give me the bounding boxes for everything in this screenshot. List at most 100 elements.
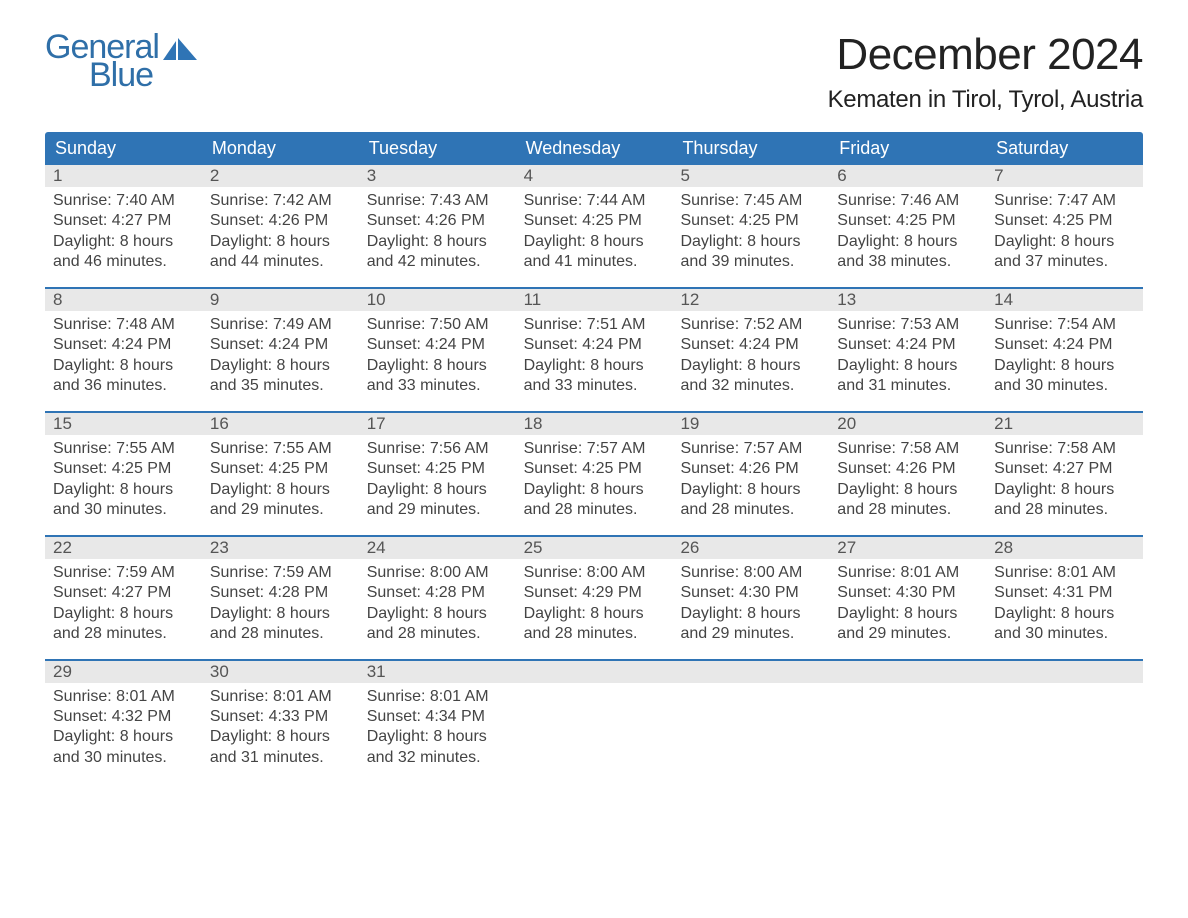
day-details: Sunrise: 7:55 AMSunset: 4:25 PMDaylight:… <box>202 435 359 535</box>
sunrise-text: Sunrise: 7:52 AM <box>680 315 821 335</box>
sunrise-text: Sunrise: 8:01 AM <box>994 563 1135 583</box>
sunset-text: Sunset: 4:25 PM <box>837 211 978 231</box>
daylight-line1: Daylight: 8 hours <box>53 480 194 500</box>
sunrise-text: Sunrise: 7:44 AM <box>524 191 665 211</box>
daylight-line1: Daylight: 8 hours <box>994 232 1135 252</box>
day-number: 28 <box>986 537 1143 559</box>
day-details: Sunrise: 7:44 AMSunset: 4:25 PMDaylight:… <box>516 187 673 287</box>
sunrise-text: Sunrise: 7:58 AM <box>837 439 978 459</box>
sunset-text: Sunset: 4:27 PM <box>53 211 194 231</box>
calendar-day: 15Sunrise: 7:55 AMSunset: 4:25 PMDayligh… <box>45 413 202 535</box>
calendar-week: 15Sunrise: 7:55 AMSunset: 4:25 PMDayligh… <box>45 411 1143 535</box>
sunset-text: Sunset: 4:25 PM <box>994 211 1135 231</box>
daylight-line2: and 35 minutes. <box>210 376 351 396</box>
daylight-line1: Daylight: 8 hours <box>680 604 821 624</box>
daylight-line1: Daylight: 8 hours <box>837 356 978 376</box>
day-details: Sunrise: 8:01 AMSunset: 4:30 PMDaylight:… <box>829 559 986 659</box>
day-number: 2 <box>202 165 359 187</box>
calendar-day: 28Sunrise: 8:01 AMSunset: 4:31 PMDayligh… <box>986 537 1143 659</box>
calendar-day: 17Sunrise: 7:56 AMSunset: 4:25 PMDayligh… <box>359 413 516 535</box>
sunrise-text: Sunrise: 8:00 AM <box>680 563 821 583</box>
day-details: Sunrise: 7:45 AMSunset: 4:25 PMDaylight:… <box>672 187 829 287</box>
calendar-day: 18Sunrise: 7:57 AMSunset: 4:25 PMDayligh… <box>516 413 673 535</box>
daylight-line1: Daylight: 8 hours <box>53 727 194 747</box>
weekday-header: Thursday <box>672 132 829 165</box>
daylight-line1: Daylight: 8 hours <box>524 480 665 500</box>
day-details: Sunrise: 7:50 AMSunset: 4:24 PMDaylight:… <box>359 311 516 411</box>
daylight-line2: and 30 minutes. <box>994 376 1135 396</box>
calendar-day: 22Sunrise: 7:59 AMSunset: 4:27 PMDayligh… <box>45 537 202 659</box>
day-details: Sunrise: 7:43 AMSunset: 4:26 PMDaylight:… <box>359 187 516 287</box>
day-number: 4 <box>516 165 673 187</box>
calendar-day: 13Sunrise: 7:53 AMSunset: 4:24 PMDayligh… <box>829 289 986 411</box>
day-details: Sunrise: 7:54 AMSunset: 4:24 PMDaylight:… <box>986 311 1143 411</box>
calendar-day: 29Sunrise: 8:01 AMSunset: 4:32 PMDayligh… <box>45 661 202 783</box>
daylight-line1: Daylight: 8 hours <box>994 480 1135 500</box>
calendar-day: 31Sunrise: 8:01 AMSunset: 4:34 PMDayligh… <box>359 661 516 783</box>
daylight-line1: Daylight: 8 hours <box>53 232 194 252</box>
sunset-text: Sunset: 4:24 PM <box>994 335 1135 355</box>
day-number: 19 <box>672 413 829 435</box>
generalblue-logo: General Blue <box>45 30 197 92</box>
day-number: 8 <box>45 289 202 311</box>
sunrise-text: Sunrise: 7:59 AM <box>53 563 194 583</box>
day-number: 25 <box>516 537 673 559</box>
day-details: Sunrise: 8:01 AMSunset: 4:31 PMDaylight:… <box>986 559 1143 659</box>
daylight-line2: and 37 minutes. <box>994 252 1135 272</box>
day-number: 3 <box>359 165 516 187</box>
weekday-header: Friday <box>829 132 986 165</box>
calendar-day: 3Sunrise: 7:43 AMSunset: 4:26 PMDaylight… <box>359 165 516 287</box>
day-number: 31 <box>359 661 516 683</box>
sunset-text: Sunset: 4:32 PM <box>53 707 194 727</box>
calendar-week: 22 Sunrise: 7:59 AMSunset: 4:27 PM Dayligh… <box>45 535 1143 659</box>
daylight-line2: and 28 minutes. <box>210 624 351 644</box>
day-number: 18 <box>516 413 673 435</box>
daylight-line1: Daylight: 8 hours <box>837 232 978 252</box>
sunset-text: Sunset: 4:27 PM <box>53 583 194 603</box>
calendar-day: 8Sunrise: 7:48 AMSunset: 4:24 PMDaylight… <box>45 289 202 411</box>
sunset-text: Sunset: 4:26 PM <box>680 459 821 479</box>
daylight-line1: Daylight: 8 hours <box>210 727 351 747</box>
daylight-line2: and 28 minutes. <box>680 500 821 520</box>
calendar-week: 1Sunrise: 7:40 AMSunset: 4:27 PMDaylight… <box>45 165 1143 287</box>
sunset-text: Sunset: 4:24 PM <box>837 335 978 355</box>
day-number: 22 <box>45 537 202 559</box>
day-number: 6 <box>829 165 986 187</box>
calendar-week: 8Sunrise: 7:48 AMSunset: 4:24 PMDaylight… <box>45 287 1143 411</box>
sunrise-text: Sunrise: 7:50 AM <box>367 315 508 335</box>
calendar-day: 10Sunrise: 7:50 AMSunset: 4:24 PMDayligh… <box>359 289 516 411</box>
weekday-header: Monday <box>202 132 359 165</box>
calendar-day: 12Sunrise: 7:52 AMSunset: 4:24 PMDayligh… <box>672 289 829 411</box>
sunrise-text: Sunrise: 7:53 AM <box>837 315 978 335</box>
sunset-text: Sunset: 4:24 PM <box>524 335 665 355</box>
day-details: Sunrise: 8:01 AMSunset: 4:32 PMDaylight:… <box>45 683 202 783</box>
daylight-line1: Daylight: 8 hours <box>367 356 508 376</box>
calendar-day: 23Sunrise: 7:59 AMSunset: 4:28 PMDayligh… <box>202 537 359 659</box>
day-number: 21 <box>986 413 1143 435</box>
daylight-line1: Daylight: 8 hours <box>837 480 978 500</box>
day-details: Sunrise: 8:00 AMSunset: 4:28 PMDaylight:… <box>359 559 516 659</box>
sunset-text: Sunset: 4:34 PM <box>367 707 508 727</box>
sunrise-text: Sunrise: 7:46 AM <box>837 191 978 211</box>
day-details: Sunrise: 7:57 AMSunset: 4:25 PMDaylight:… <box>516 435 673 535</box>
calendar-day: 21Sunrise: 7:58 AMSunset: 4:27 PMDayligh… <box>986 413 1143 535</box>
day-number: 7 <box>986 165 1143 187</box>
day-details: Sunrise: 8:01 AMSunset: 4:34 PMDaylight:… <box>359 683 516 783</box>
header-area: General Blue December 2024 Kematen in Ti… <box>45 30 1143 114</box>
sunrise-text: Sunrise: 7:54 AM <box>994 315 1135 335</box>
sunset-text: Sunset: 4:24 PM <box>210 335 351 355</box>
daylight-line1: Daylight: 8 hours <box>210 604 351 624</box>
weekday-header: Tuesday <box>359 132 516 165</box>
daylight-line2: and 29 minutes. <box>367 500 508 520</box>
calendar-day: 20Sunrise: 7:58 AMSunset: 4:26 PMDayligh… <box>829 413 986 535</box>
daylight-line1: Daylight: 8 hours <box>210 480 351 500</box>
daylight-line2: and 29 minutes. <box>837 624 978 644</box>
sunrise-text: Sunrise: 7:40 AM <box>53 191 194 211</box>
daylight-line2: and 44 minutes. <box>210 252 351 272</box>
sunset-text: Sunset: 4:33 PM <box>210 707 351 727</box>
calendar-day <box>672 661 829 783</box>
day-details: Sunrise: 7:58 AMSunset: 4:26 PMDaylight:… <box>829 435 986 535</box>
sunset-text: Sunset: 4:26 PM <box>837 459 978 479</box>
sunset-text: Sunset: 4:25 PM <box>680 211 821 231</box>
calendar: Sunday Monday Tuesday Wednesday Thursday… <box>45 132 1143 782</box>
